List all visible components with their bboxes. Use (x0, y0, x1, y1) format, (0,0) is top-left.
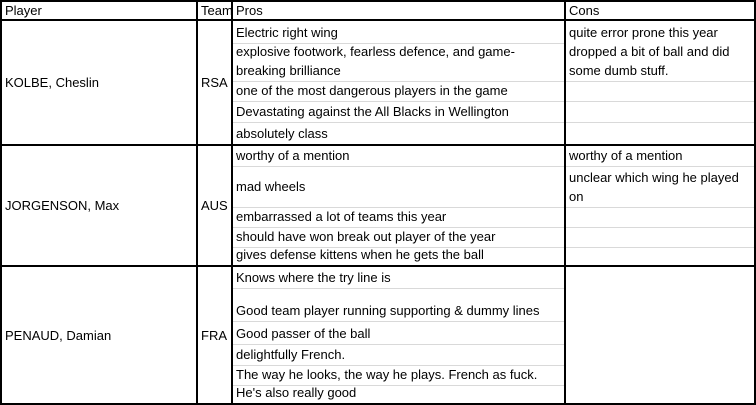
header-label-cons: Cons (569, 3, 600, 18)
team-cell[interactable]: RSA (198, 21, 233, 144)
pros-cell[interactable]: worthy of a mention (236, 148, 350, 163)
cons-cell[interactable] (566, 81, 754, 101)
cons-cell[interactable]: unclear which wing he played on (566, 166, 754, 207)
team-cell[interactable]: AUS (198, 146, 233, 265)
header-cell-pros[interactable]: Pros (233, 2, 566, 19)
pros-cell[interactable]: Good team player running supporting & du… (233, 288, 564, 321)
cons-cell[interactable] (566, 122, 754, 144)
cons-cell[interactable]: quite error prone this year dropped a bi… (569, 25, 730, 78)
pros-column: Knows where the try line is Good team pla… (233, 267, 566, 403)
player-section: JORGENSON, Max AUS worthy of a mention mad … (2, 146, 754, 267)
pros-cell[interactable]: one of the most dangerous players in the… (233, 81, 564, 101)
header-cell-cons[interactable]: Cons (566, 2, 754, 19)
team-cell[interactable]: FRA (198, 267, 233, 403)
cons-cell[interactable]: worthy of a mention (569, 148, 683, 163)
pros-cell[interactable]: Good passer of the ball (233, 321, 564, 344)
header-cell-player[interactable]: Player (2, 2, 198, 19)
cons-column (566, 267, 754, 403)
header-cell-team[interactable]: Team (198, 2, 233, 19)
header-label-pros: Pros (236, 3, 263, 18)
pros-column: Electric right wing explosive footwork, f… (233, 21, 566, 144)
header-label-team: Team (201, 3, 233, 18)
player-cell[interactable]: PENAUD, Damian (2, 267, 198, 403)
cons-column: worthy of a mention unclear which wing he… (566, 146, 754, 265)
pros-cell[interactable]: Electric right wing (236, 25, 338, 40)
pros-cell[interactable]: Knows where the try line is (236, 270, 391, 285)
header-label-player: Player (5, 3, 42, 18)
pros-cell[interactable]: should have won break out player of the … (233, 227, 564, 247)
cons-cell[interactable] (566, 101, 754, 122)
cons-cell[interactable] (566, 247, 754, 265)
cons-cell[interactable] (566, 227, 754, 247)
pros-cell[interactable]: delightfully French. (233, 344, 564, 365)
cons-cell[interactable] (566, 267, 754, 403)
pros-cell[interactable]: mad wheels (233, 166, 564, 207)
pros-cell[interactable]: absolutely class (233, 122, 564, 144)
player-section: KOLBE, Cheslin RSA Electric right wing expl… (2, 21, 754, 146)
player-cell[interactable]: KOLBE, Cheslin (2, 21, 198, 144)
player-section: PENAUD, Damian FRA Knows where the try lin… (2, 267, 754, 403)
pros-cell[interactable]: gives defense kittens when he gets the b… (233, 247, 564, 265)
pros-cell[interactable]: embarrassed a lot of teams this year (233, 207, 564, 227)
player-cell[interactable]: JORGENSON, Max (2, 146, 198, 265)
cons-cell[interactable] (566, 207, 754, 227)
header-row: Player Team Pros Cons (2, 2, 754, 21)
pros-cell[interactable]: The way he looks, the way he plays. Fren… (233, 365, 564, 385)
pros-cell[interactable]: He's also really good (233, 385, 564, 403)
pros-cell[interactable]: Devastating against the All Blacks in We… (233, 101, 564, 122)
pros-column: worthy of a mention mad wheels embarrassed… (233, 146, 566, 265)
pros-cell[interactable]: explosive footwork, fearless defence, an… (233, 43, 564, 81)
cons-column: quite error prone this year dropped a bi… (566, 21, 754, 144)
